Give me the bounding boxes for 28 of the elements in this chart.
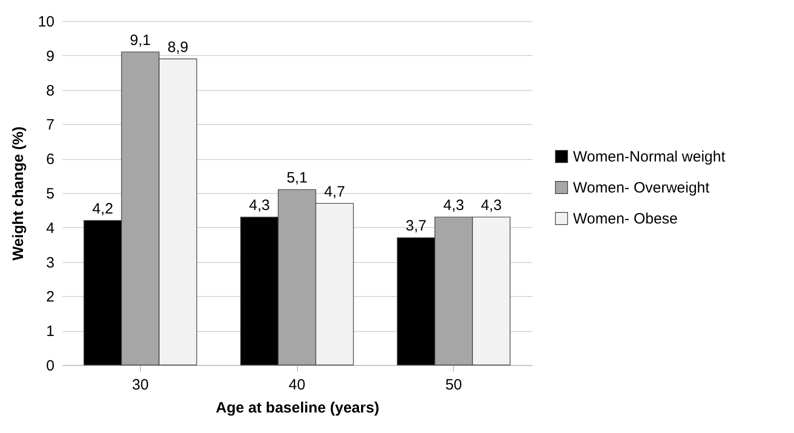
y-tick-label: 0 <box>46 358 54 374</box>
y-axis-title: Weight change (%) <box>10 126 27 260</box>
y-tick-label: 3 <box>46 254 54 272</box>
y-tick-label: 5 <box>46 186 54 202</box>
legend-label: Women- Obese <box>573 210 678 228</box>
data-label: 4,3 <box>480 197 502 214</box>
y-tick-label: 10 <box>38 14 54 30</box>
x-tick-label: 30 <box>132 376 149 394</box>
y-tick-label: 7 <box>46 116 54 134</box>
y-tick-label: 2 <box>46 288 54 306</box>
data-label: 8,9 <box>168 38 188 56</box>
y-tick-label: 8 <box>46 82 54 100</box>
data-label: 4,3 <box>443 197 464 214</box>
x-axis-title: Age at baseline (years) <box>216 400 380 416</box>
y-tick-label: 6 <box>46 151 54 168</box>
data-label: 4,7 <box>324 183 346 200</box>
y-tick-label: 9 <box>46 48 54 65</box>
y-tick-label: 4 <box>46 220 54 237</box>
data-label: 4,3 <box>248 197 270 214</box>
data-label: 9,1 <box>130 32 151 49</box>
x-tick-label: 50 <box>445 376 462 394</box>
data-label: 5,1 <box>286 170 308 187</box>
x-tick-label: 40 <box>288 376 306 394</box>
data-label: 4,2 <box>92 200 114 218</box>
legend-label: Women-Normal weight <box>573 148 726 166</box>
y-tick-label: 1 <box>46 323 54 340</box>
data-label: 3,7 <box>406 218 426 235</box>
legend-label: Women- Overweight <box>573 180 710 196</box>
